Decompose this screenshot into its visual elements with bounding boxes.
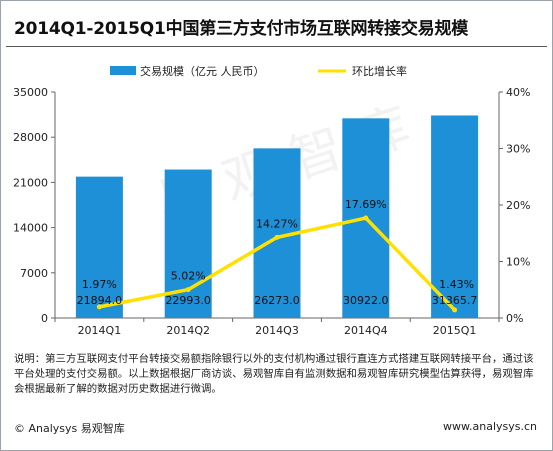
bar-value-label: 30922.0 (343, 294, 389, 307)
title-divider (6, 46, 547, 47)
growth-point-2014Q2 (185, 287, 191, 293)
x-tick-label: 2014Q3 (255, 324, 299, 337)
y-left-tick-label: 7000 (20, 267, 48, 280)
y-right-tick-label: 10% (506, 256, 530, 269)
legend-swatch-bar (110, 66, 136, 75)
x-tick-label: 2014Q2 (166, 324, 210, 337)
growth-point-2015Q1 (452, 307, 458, 313)
growth-value-label: 1.97% (82, 278, 117, 291)
chart-title: 2014Q1-2015Q1中国第三方支付市场互联网转接交易规模 (14, 19, 469, 39)
y-left-tick-label: 21000 (13, 176, 48, 189)
y-left-tick-label: 35000 (13, 86, 48, 99)
bar-2014Q1 (75, 176, 123, 318)
legend: 交易规模（亿元 人民币） 环比增长率 (110, 64, 407, 78)
x-tick-label: 2014Q4 (344, 324, 388, 337)
growth-value-label: 14.27% (256, 217, 298, 230)
y-right-tick-label: 30% (506, 143, 530, 156)
legend-label-bar: 交易规模（亿元 人民币） (140, 64, 265, 78)
y-left-tick-label: 0 (41, 312, 48, 325)
y-right-tick-label: 0% (506, 312, 523, 325)
growth-value-label: 5.02% (171, 270, 206, 283)
growth-point-2014Q3 (274, 234, 280, 240)
growth-point-2014Q4 (363, 215, 369, 221)
y-left-tick-label: 14000 (13, 222, 48, 235)
bar-value-label: 21894.0 (77, 294, 123, 307)
y-right-tick-label: 40% (506, 86, 530, 99)
bar-value-label: 31365.7 (432, 294, 478, 307)
footer-website: www.analysys.cn (443, 420, 537, 433)
bar-value-label: 26273.0 (254, 294, 300, 307)
y-right-tick-label: 20% (506, 199, 530, 212)
legend-label-line: 环比增长率 (352, 64, 407, 78)
growth-value-label: 17.69% (345, 198, 387, 211)
footer-copyright: © Analysys 易观智库 (14, 422, 125, 435)
growth-point-2014Q1 (96, 304, 102, 310)
x-tick-label: 2015Q1 (433, 324, 477, 337)
bar-2015Q1 (431, 115, 479, 318)
y-left-tick-label: 28000 (13, 131, 48, 144)
combo-chart: 交易规模（亿元 人民币） 环比增长率 0 7000 14000 21000 28000 3… (13, 64, 530, 337)
growth-value-label: 1.43% (439, 278, 474, 291)
x-tick-label: 2014Q1 (78, 324, 122, 337)
footnote: 说明：第三方互联网支付平台转接交易额指除银行以外的支付机构通过银行直连方式搭建互… (14, 353, 534, 395)
bar-value-label: 22993.0 (165, 294, 211, 307)
